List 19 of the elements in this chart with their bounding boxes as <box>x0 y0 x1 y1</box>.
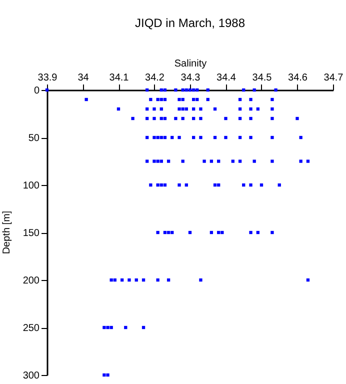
y-tick-label: 100 <box>22 180 40 192</box>
x-tick-label: 34.6 <box>288 72 308 84</box>
x-tick-label: 34.5 <box>252 72 272 84</box>
y-tick-label: 0 <box>34 86 40 96</box>
x-tick-label: 34.3 <box>180 72 201 84</box>
x-tick-label: 34.4 <box>216 72 236 84</box>
y-tick-label: 50 <box>28 133 40 144</box>
x-axis-title: Salinity <box>174 58 207 70</box>
y-tick-label: 300 <box>22 370 40 382</box>
y-tick-label: 200 <box>22 276 40 286</box>
x-tick-label: 34.7 <box>324 72 344 84</box>
x-tick-label: 34.1 <box>109 72 130 84</box>
x-tick-label: 34 <box>78 72 90 84</box>
chart-title: JIQD in March, 1988 <box>134 16 246 30</box>
x-tick-label: 33.9 <box>38 72 58 84</box>
y-tick-label: 250 <box>22 323 40 334</box>
y-tick-label: 150 <box>22 228 40 239</box>
y-axis-title: Depth [m] <box>2 210 12 254</box>
x-tick-label: 34.2 <box>145 72 165 84</box>
